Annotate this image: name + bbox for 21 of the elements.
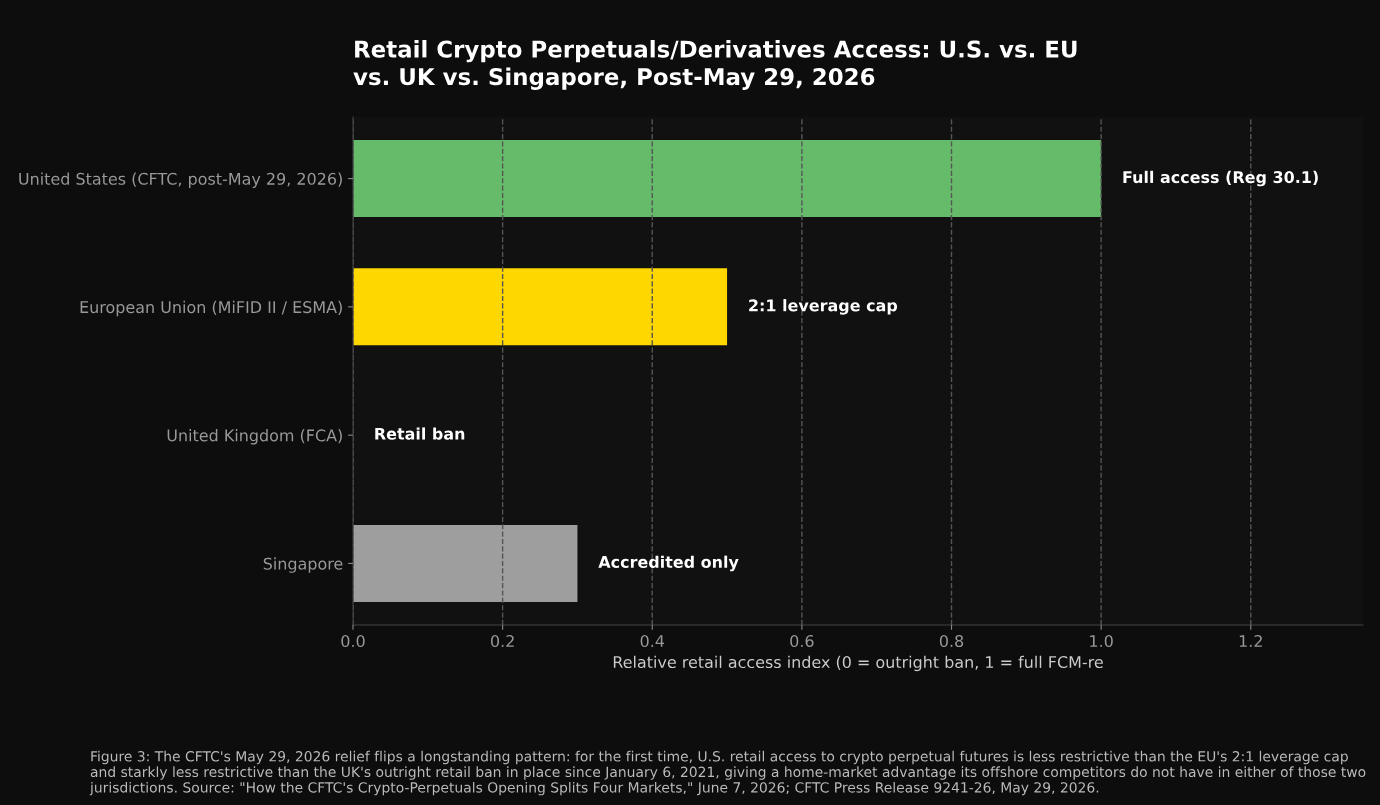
x-tick-label: 1.2 bbox=[1239, 635, 1262, 647]
x-tick-label: 0.2 bbox=[490, 635, 514, 648]
y-tick-label: United States (CFTC, post-May 29, 2026) bbox=[19, 172, 342, 188]
x-tick-label: 0.6 bbox=[790, 635, 814, 648]
x-tick-label: 0.4 bbox=[640, 635, 665, 648]
caption: Figure 3: The CFTC's May 29, 2026 relief flips a longstanding pattern: for the first time, U.S. retail access to crypto perpetual futures is less restrictive than the EU's 2:1 leverage cap and starkly less restrictive than the UK's outright retail ban in place since January 6, 2021, giving a home-market advantage its offshore competitors do not have in either of those two jurisdictions. Source: "How the CFTC's Crypto-Perpetuals Opening Splits Four Markets," June 7, 2026; CFTC Press Release 9241-26, May 29, 2026. bbox=[89, 750, 1366, 796]
x-tick-label: 1.0 bbox=[1090, 635, 1113, 648]
bar bbox=[353, 524, 578, 602]
x-axis-title: Relative retail access index (0 = outright ban, 1 = full FCM-re bbox=[613, 655, 1103, 672]
data-label: Full access (Reg 30.1) bbox=[1123, 170, 1318, 187]
x-tick-label: 0.0 bbox=[341, 635, 365, 648]
y-tick-label: Singapore bbox=[263, 557, 343, 573]
bar bbox=[353, 268, 728, 346]
y-tick-label: European Union (MiFID II / ESMA) bbox=[80, 300, 342, 317]
data-label: 2:1 leverage cap bbox=[749, 299, 898, 315]
data-label: Retail ban bbox=[375, 427, 465, 440]
bar bbox=[353, 140, 1102, 218]
x-tick-label: 0.8 bbox=[939, 635, 964, 648]
data-label: Accredited only bbox=[598, 555, 739, 572]
y-tick-label: United Kingdom (FCA) bbox=[167, 429, 342, 445]
chart-title: Retail Crypto Perpetuals/Derivatives Access: U.S. vs. EU vs. UK vs. Singapore, Post-May 29, 2026 bbox=[353, 40, 1077, 90]
